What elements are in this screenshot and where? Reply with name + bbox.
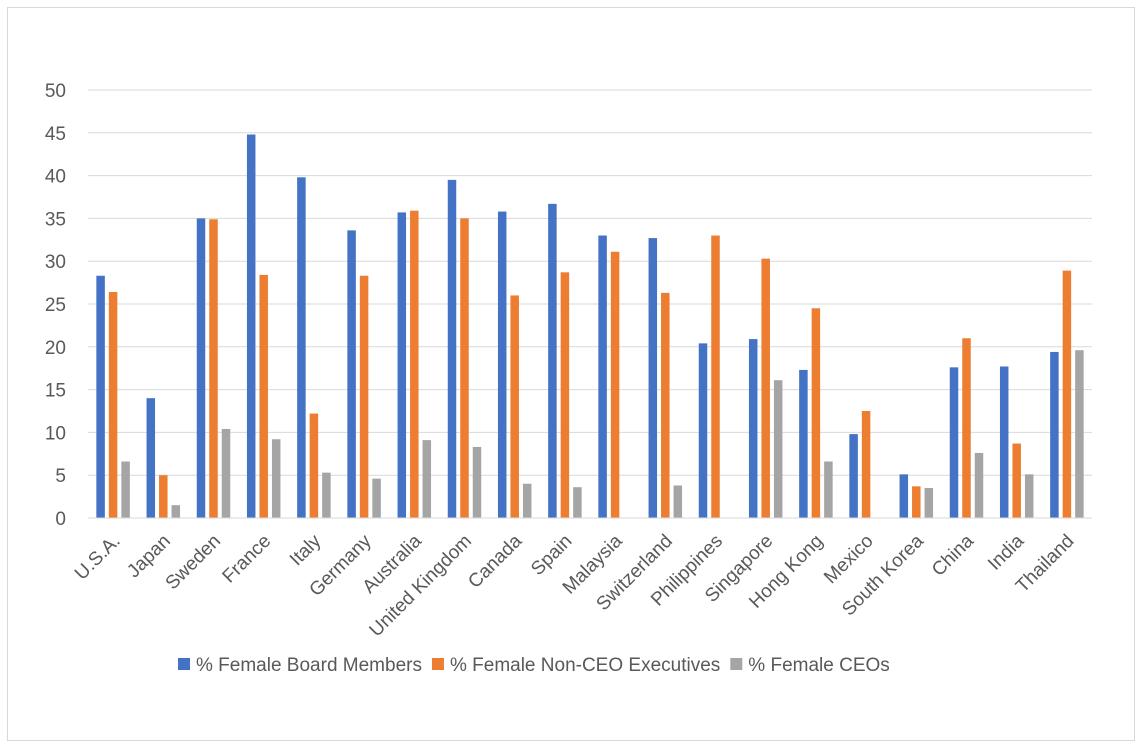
gridlines (88, 89, 1092, 476)
bar-france-series-1 (259, 274, 268, 518)
bar-canada-series-0 (497, 211, 507, 518)
bar-india-series-1 (1012, 443, 1021, 518)
bar-philippines-series-1 (711, 235, 720, 518)
legend-swatch (730, 658, 743, 670)
x-tick-label: France (219, 531, 276, 588)
bar-spain-series-2 (573, 487, 582, 518)
bar-germany-series-2 (372, 478, 381, 518)
y-tick-label: 25 (45, 295, 66, 316)
bar-united-kingdom-series-1 (460, 218, 469, 518)
bar-italy-series-2 (322, 472, 331, 518)
bar-china-series-0 (949, 367, 959, 518)
x-tick-label: Sweden (162, 531, 225, 594)
bar-thailand-series-0 (1050, 351, 1059, 518)
bar-canada-series-1 (510, 295, 519, 518)
y-tick-label: 40 (45, 167, 66, 188)
bar-hong-kong-series-2 (824, 461, 833, 518)
bar-malaysia-series-0 (598, 235, 607, 518)
bar-spain-series-1 (560, 272, 570, 518)
y-tick-label: 10 (45, 423, 66, 444)
bar-australia-series-1 (410, 210, 419, 519)
bar-u-s-a--series-1 (108, 292, 118, 518)
y-tick-label: 35 (45, 209, 66, 230)
x-tick-label: India (984, 530, 1028, 574)
legend-swatch (431, 658, 444, 670)
bar-sweden-series-2 (221, 428, 231, 518)
bar-series (96, 134, 1084, 519)
bar-switzerland-series-1 (661, 292, 670, 518)
y-axis: 0 5 10 15 20 25 30 35 40 45 50 (45, 81, 66, 530)
bar-france-series-2 (271, 439, 281, 518)
y-tick-label: 45 (45, 124, 66, 145)
bar-singapore-series-1 (761, 258, 770, 518)
legend-swatch (178, 658, 190, 670)
y-tick-label: 50 (45, 81, 66, 102)
bar-singapore-series-2 (773, 380, 783, 518)
y-tick-label: 5 (55, 466, 66, 487)
bar-switzerland-series-2 (673, 485, 683, 518)
bar-australia-series-0 (397, 212, 407, 518)
bar-malaysia-series-1 (610, 251, 620, 518)
bar-u-s-a--series-2 (121, 461, 130, 518)
bar-sweden-series-0 (196, 218, 206, 518)
chart-area (7, 7, 1135, 741)
bar-india-series-0 (999, 366, 1009, 518)
x-tick-label: China (928, 530, 978, 580)
bar-switzerland-series-0 (648, 238, 658, 518)
bar-mexico-series-1 (861, 411, 871, 518)
bar-japan-series-1 (159, 475, 168, 518)
legend-label: % Female CEOs (748, 655, 889, 676)
bar-france-series-0 (246, 134, 256, 518)
legend: % Female Board Members % Female Non-CEO E… (178, 655, 890, 676)
bar-hong-kong-series-0 (799, 369, 808, 518)
bar-japan-series-2 (171, 505, 181, 518)
bar-thailand-series-1 (1062, 270, 1072, 518)
y-tick-label: 15 (45, 381, 66, 402)
x-tick-label: Italy (286, 530, 326, 570)
x-tick-label: Canada (464, 530, 526, 592)
bar-canada-series-2 (522, 483, 532, 518)
bar-spain-series-0 (548, 203, 557, 518)
x-tick-label: U.S.A. (71, 531, 125, 585)
y-tick-label: 20 (45, 338, 66, 359)
bar-u-s-a--series-0 (96, 275, 105, 518)
bar-china-series-2 (974, 452, 984, 518)
bar-south-korea-series-2 (924, 488, 934, 518)
bar-china-series-1 (962, 338, 971, 518)
bar-sweden-series-1 (209, 219, 218, 519)
bar-south-korea-series-0 (899, 474, 909, 518)
bar-singapore-series-0 (748, 339, 758, 518)
bar-mexico-series-0 (849, 434, 858, 518)
bar-united-kingdom-series-0 (447, 179, 457, 518)
bar-japan-series-0 (146, 398, 156, 518)
y-tick-label: 0 (55, 509, 66, 530)
bar-australia-series-2 (422, 440, 432, 518)
bar-india-series-2 (1024, 474, 1034, 518)
bar-united-kingdom-series-2 (472, 446, 482, 518)
bar-germany-series-1 (359, 275, 369, 518)
bar-germany-series-0 (347, 230, 356, 518)
bar-hong-kong-series-1 (811, 308, 821, 518)
bar-philippines-series-0 (698, 343, 708, 518)
bar-thailand-series-2 (1075, 350, 1084, 518)
bar-italy-series-0 (297, 177, 306, 518)
y-tick-label: 30 (45, 252, 66, 273)
bar-south-korea-series-1 (912, 486, 921, 518)
bar-italy-series-1 (309, 413, 319, 518)
legend-label: % Female Board Members (196, 655, 422, 676)
legend-label: % Female Non-CEO Executives (450, 655, 720, 676)
